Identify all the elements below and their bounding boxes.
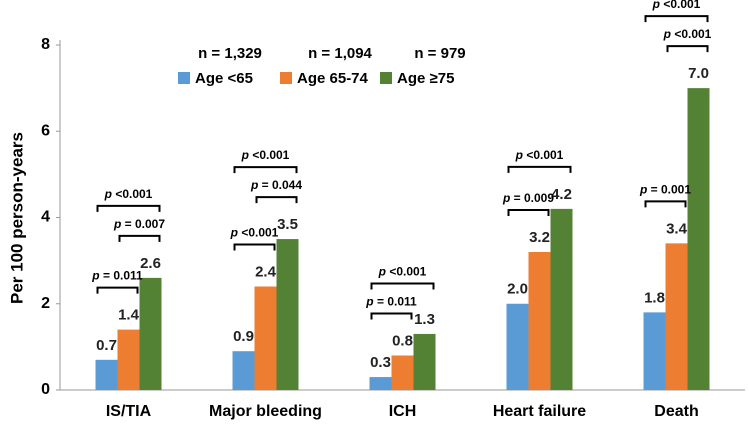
bar (413, 333, 436, 390)
comparison-label: p <0.001 (104, 187, 153, 201)
bar (139, 277, 162, 390)
bar (665, 243, 688, 390)
y-tick-label: 2 (41, 295, 50, 312)
comparison-bracket (233, 243, 276, 251)
bar (550, 208, 573, 390)
x-tick-label: Major bleeding (209, 403, 322, 420)
comparison-bracket (507, 209, 550, 216)
bar (506, 303, 529, 390)
comparison-label: p = 0.001 (639, 183, 691, 197)
legend-swatch (178, 72, 190, 84)
value-label: 1.3 (414, 311, 435, 328)
comparison-label: p <0.001 (663, 27, 712, 41)
value-label: 2.6 (140, 255, 161, 272)
value-label: 0.3 (370, 354, 391, 371)
value-label: 2.4 (255, 263, 277, 280)
legend-swatch (280, 72, 292, 84)
value-label: 2.0 (507, 281, 528, 298)
comparison-label: p <0.001 (230, 226, 279, 240)
bar (369, 377, 392, 390)
bar (95, 359, 118, 390)
bar (276, 239, 299, 390)
legend-label: Age <65 (195, 70, 253, 87)
value-label: 3.2 (529, 229, 550, 246)
comparison-label: p <0.001 (515, 148, 564, 162)
x-tick-label: Heart failure (493, 403, 586, 420)
comparison-bracket (233, 166, 298, 174)
comparison-label: p <0.001 (378, 265, 427, 279)
n-label: n = 1,329 (198, 45, 262, 62)
x-tick-label: IS/TIA (106, 403, 152, 420)
comparison-bracket (118, 234, 161, 242)
bar (391, 355, 414, 390)
n-label: n = 1,094 (308, 45, 372, 62)
value-label: 3.5 (277, 216, 298, 233)
value-label: 4.2 (551, 186, 572, 203)
comparison-label: p <0.001 (652, 0, 701, 11)
comparison-bracket (507, 165, 572, 173)
comparison-label: p = 0.044 (250, 178, 302, 192)
value-label: 7.0 (688, 65, 709, 82)
y-tick-label: 0 (41, 381, 50, 398)
value-label: 0.9 (233, 328, 254, 345)
bar (254, 286, 277, 390)
bar (117, 329, 140, 390)
comparison-bracket (644, 200, 687, 208)
value-label: 1.8 (644, 289, 665, 306)
value-label: 0.8 (392, 332, 413, 349)
comparison-bracket (370, 282, 435, 290)
comparison-label: p = 0.009 (502, 191, 554, 205)
bar (232, 351, 255, 390)
comparison-bracket (255, 196, 298, 204)
comparison-label: p = 0.007 (113, 217, 165, 231)
comparison-bracket (96, 286, 139, 294)
legend-label: Age 65-74 (297, 70, 369, 87)
bar (643, 312, 666, 390)
y-tick-label: 4 (41, 209, 50, 226)
comparison-bracket (644, 15, 709, 23)
comparison-label: p = 0.011 (365, 295, 417, 309)
n-label: n = 979 (414, 45, 465, 62)
comparison-bracket (666, 45, 709, 53)
x-tick-label: Death (654, 403, 698, 420)
legend-label: Age ≥75 (397, 70, 454, 87)
y-axis-label: Per 100 person-years (7, 132, 26, 304)
bar (528, 252, 551, 390)
value-label: 3.4 (666, 220, 688, 237)
legend-swatch (380, 72, 392, 84)
comparison-bracket (96, 204, 161, 212)
value-label: 0.7 (96, 337, 117, 354)
y-tick-label: 6 (41, 122, 50, 139)
comparison-bracket (370, 312, 413, 320)
x-tick-label: ICH (389, 403, 417, 420)
comparison-label: p = 0.011 (91, 269, 143, 283)
bar (687, 88, 710, 390)
comparison-label: p <0.001 (241, 148, 290, 162)
y-tick-label: 8 (41, 36, 50, 53)
value-label: 1.4 (118, 307, 140, 324)
